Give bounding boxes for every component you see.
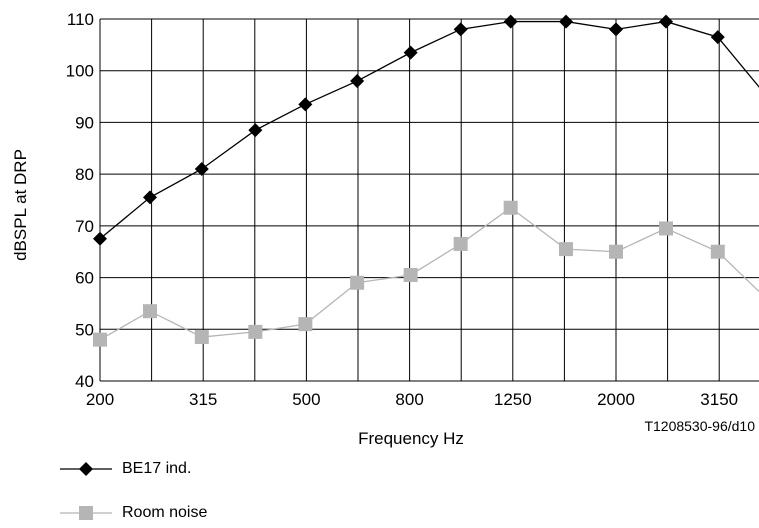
series-1-point-4 xyxy=(298,317,313,332)
y-tick-labels: 40 50 60 70 80 90 100 110 xyxy=(66,10,94,391)
series-0-point-10 xyxy=(609,22,623,37)
series-1-point-6 xyxy=(403,267,418,282)
x-tick-label-2000: 2000 xyxy=(597,390,635,409)
series-0-point-4 xyxy=(298,97,313,112)
series-0-point-9 xyxy=(558,14,573,29)
legend-swatch-room-noise xyxy=(60,506,112,520)
legend-label-be17: BE17 ind. xyxy=(122,460,192,477)
x-tick-label-200: 200 xyxy=(86,390,114,409)
x-axis-title: Frequency Hz xyxy=(358,429,464,448)
series-0-point-11 xyxy=(659,14,674,29)
plot-markers xyxy=(93,14,725,347)
series-0-point-0 xyxy=(93,231,107,246)
y-tick-label-60: 60 xyxy=(75,269,94,288)
series-1-point-7 xyxy=(453,236,468,251)
series-1-point-10 xyxy=(609,244,623,259)
series-1-point-12 xyxy=(710,244,725,259)
series-0-point-2 xyxy=(194,161,209,176)
series-0-point-8 xyxy=(503,14,518,29)
x-tick-label-1250: 1250 xyxy=(494,390,532,409)
x-tick-labels: 200 315 500 800 1250 2000 3150 xyxy=(86,390,738,409)
series-1-point-1 xyxy=(143,304,158,319)
series-0-point-1 xyxy=(143,190,158,205)
series-1-point-9 xyxy=(558,242,573,257)
y-tick-label-90: 90 xyxy=(75,113,94,132)
y-tick-label-100: 100 xyxy=(66,62,94,81)
x-tick-label-315: 315 xyxy=(189,390,217,409)
y-tick-label-110: 110 xyxy=(67,10,94,29)
series-1-point-11 xyxy=(659,221,674,236)
series-0-point-3 xyxy=(248,123,263,138)
y-tick-label-80: 80 xyxy=(75,165,94,184)
series-1-point-8 xyxy=(503,200,518,215)
series-1-point-5 xyxy=(350,275,365,290)
series-1-point-0 xyxy=(93,332,107,347)
plot-lines xyxy=(99,20,759,341)
series-line-1 xyxy=(99,206,759,341)
series-line-0 xyxy=(99,20,759,240)
series-1-point-2 xyxy=(194,330,209,345)
legend-item-be17: BE17 ind. xyxy=(60,458,191,480)
x-tick-label-800: 800 xyxy=(395,390,423,409)
series-0-point-12 xyxy=(710,30,725,45)
y-tick-label-70: 70 xyxy=(75,217,94,236)
series-0-point-5 xyxy=(350,74,365,89)
y-axis-title: dBSPL at DRP xyxy=(11,149,30,261)
x-tick-label-3150: 3150 xyxy=(700,390,738,409)
legend-item-room-noise: Room noise xyxy=(60,502,207,524)
legend-swatch-be17 xyxy=(60,462,112,476)
x-tick-label-500: 500 xyxy=(292,390,320,409)
y-tick-label-40: 40 xyxy=(75,372,94,391)
grid xyxy=(99,18,759,382)
series-0-point-7 xyxy=(453,22,468,37)
legend-label-room-noise: Room noise xyxy=(122,504,208,521)
series-1-point-3 xyxy=(248,324,263,339)
series-0-point-6 xyxy=(403,45,418,60)
y-tick-label-50: 50 xyxy=(75,320,94,339)
reference-note: T1208530-96/d10 xyxy=(644,418,755,434)
